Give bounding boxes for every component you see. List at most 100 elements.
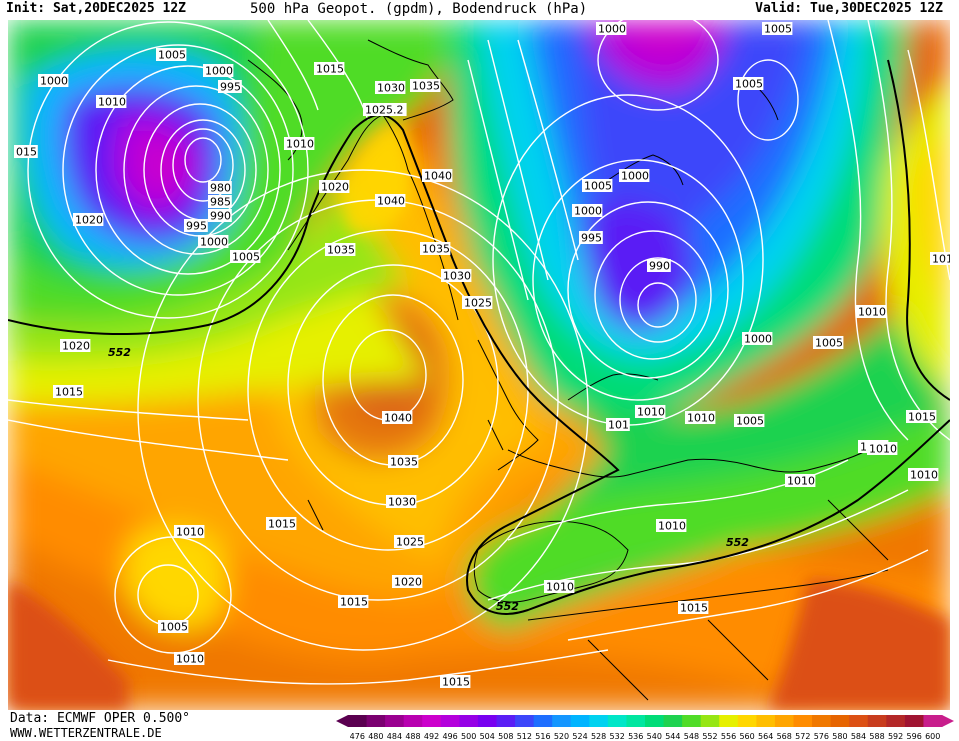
- isobar-pressure-label: 995: [579, 231, 603, 245]
- isobar-pressure-label: 1005: [734, 414, 765, 428]
- isobar-pressure-label: 990: [647, 259, 671, 273]
- valid-time-label: Valid: Tue,30DEC2025 12Z: [755, 1, 943, 16]
- pressure-label-box: [174, 525, 205, 538]
- pressure-label-box: [73, 213, 104, 226]
- isobar-pressure-label: 1015: [338, 595, 369, 609]
- isobar-pressure-label: 1025: [394, 535, 425, 549]
- contour-552-line: [8, 59, 950, 615]
- pressure-label-text: 1005: [160, 621, 188, 634]
- colorbar-tick-label: 540: [647, 732, 662, 741]
- pressure-label-text: 995: [581, 232, 602, 245]
- weather-map[interactable]: 552 552 552 1005 1000 995 1000 1010 1015 015 10…: [8, 20, 950, 710]
- isobar-pressure-label: 1010: [930, 252, 950, 266]
- isobar-pressure-label: 1035: [388, 455, 419, 469]
- isobar-pressure-label: 101: [606, 418, 630, 432]
- isobar-pressure-label: 1020: [392, 575, 423, 589]
- pressure-label-box: [572, 204, 603, 217]
- colorbar-swatch: [700, 715, 720, 727]
- isobar-pressure-label: 1035: [410, 79, 441, 93]
- pressure-label-box: [656, 519, 687, 532]
- colorbar-tick-label: 504: [480, 732, 495, 741]
- pressure-label-box: [908, 468, 939, 481]
- colorbar-tick-label: 600: [925, 732, 940, 741]
- colorbar-swatch: [830, 715, 850, 727]
- colorbar-swatch: [663, 715, 683, 727]
- isobar-pressure-label: 1005: [762, 22, 793, 36]
- pressure-label-text: 1000: [40, 75, 68, 88]
- pressure-label-box: [96, 95, 127, 108]
- pressure-label-text: 1035: [327, 244, 355, 257]
- isobar-pressure-label: 1005: [158, 620, 189, 634]
- pressure-label-box: [785, 474, 816, 487]
- pressure-label-box: [733, 77, 764, 90]
- pressure-label-box: [734, 414, 765, 427]
- pressure-label-box: [388, 455, 419, 468]
- isobar-pressure-label: 1000: [38, 74, 69, 88]
- pressure-label-box: [266, 517, 297, 530]
- pressure-label-text: 1000: [744, 333, 772, 346]
- pressure-label-text: 1010: [910, 469, 938, 482]
- pressure-label-box: [420, 242, 451, 255]
- pressure-label-box: [394, 535, 425, 548]
- pressure-label-text: 1010: [98, 96, 126, 109]
- colorbar-tick-label: 480: [368, 732, 383, 741]
- pressure-label-text: 1000: [598, 23, 626, 36]
- isobar-pressure-label: 1025.2: [363, 103, 407, 117]
- pressure-label-box: [386, 495, 417, 508]
- pressure-label-box: [375, 194, 406, 207]
- pressure-label-text: 1030: [443, 270, 471, 283]
- pressure-label-box: [867, 442, 898, 455]
- pressure-label-box: [410, 79, 441, 92]
- colorbar-tick-label: 528: [591, 732, 606, 741]
- isobar-pressure-label: 1015: [440, 675, 471, 689]
- isobar-pressure-label: 1000: [203, 64, 234, 78]
- pressure-label-box: [158, 620, 189, 633]
- colorbar-tick-label: 508: [498, 732, 513, 741]
- pressure-label-text: 1005: [158, 49, 186, 62]
- isobar-pressure-label: 1010: [96, 95, 127, 109]
- isobar-pressure-label: 1035: [420, 242, 451, 256]
- contour-label-552: 552: [108, 346, 131, 359]
- colorbar-tick-label: 552: [702, 732, 717, 741]
- colorbar-swatch: [440, 715, 460, 727]
- colorbar-swatch: [607, 715, 627, 727]
- data-source-label: Data: ECMWF OPER 0.500°: [10, 711, 191, 726]
- colorbar-tick-label: 532: [610, 732, 625, 741]
- isobar-pressure-label: 1010: [284, 137, 315, 151]
- pressure-label-text: 1000: [200, 236, 228, 249]
- pressure-label-text: 1000: [621, 170, 649, 183]
- colorbar-tick-label: 516: [535, 732, 550, 741]
- shading-detail: [8, 120, 950, 710]
- pressure-label-text: 1000: [205, 65, 233, 78]
- pressure-label-box: [208, 195, 232, 208]
- isobar-pressure-label: 1030: [441, 269, 472, 283]
- map-header: Init: Sat,20DEC2025 12Z 500 hPa Geopot. …: [0, 0, 959, 20]
- pressure-label-box: [184, 219, 208, 232]
- pressure-label-text: 1015: [680, 602, 708, 615]
- pressure-label-text: 1010: [546, 581, 574, 594]
- colorbar-swatch: [756, 715, 776, 727]
- colorbar-tick-label: 588: [869, 732, 884, 741]
- colorbar-tick-label: 560: [739, 732, 754, 741]
- colorbar-tick-label: 556: [721, 732, 736, 741]
- pressure-label-text: 1040: [384, 412, 412, 425]
- isobars: [8, 20, 950, 685]
- colorbar-swatch: [645, 715, 665, 727]
- isobar-pressure-label: 1005: [813, 336, 844, 350]
- pressure-label-box: [440, 675, 471, 688]
- pressure-label-text: 1010: [869, 443, 897, 456]
- colorbar-tick-label: 544: [665, 732, 680, 741]
- contour-label-552: 552: [726, 536, 749, 549]
- pressure-label-box: [198, 235, 229, 248]
- pressure-label-text: 1020: [62, 340, 90, 353]
- pressure-label-text: 1005: [736, 415, 764, 428]
- isobar-pressure-label: 1000: [572, 204, 603, 218]
- isobar-pressure-label: 1010: [856, 305, 887, 319]
- pressure-label-text: 1005: [815, 337, 843, 350]
- pressure-label-text: 1010: [932, 253, 950, 266]
- isobar-pressure-label: 1000: [619, 169, 650, 183]
- pressure-label-box: [906, 410, 937, 423]
- pressure-label-box: [174, 652, 205, 665]
- isobar-pressure-label: 015: [14, 145, 38, 159]
- colorbar-swatch: [812, 715, 832, 727]
